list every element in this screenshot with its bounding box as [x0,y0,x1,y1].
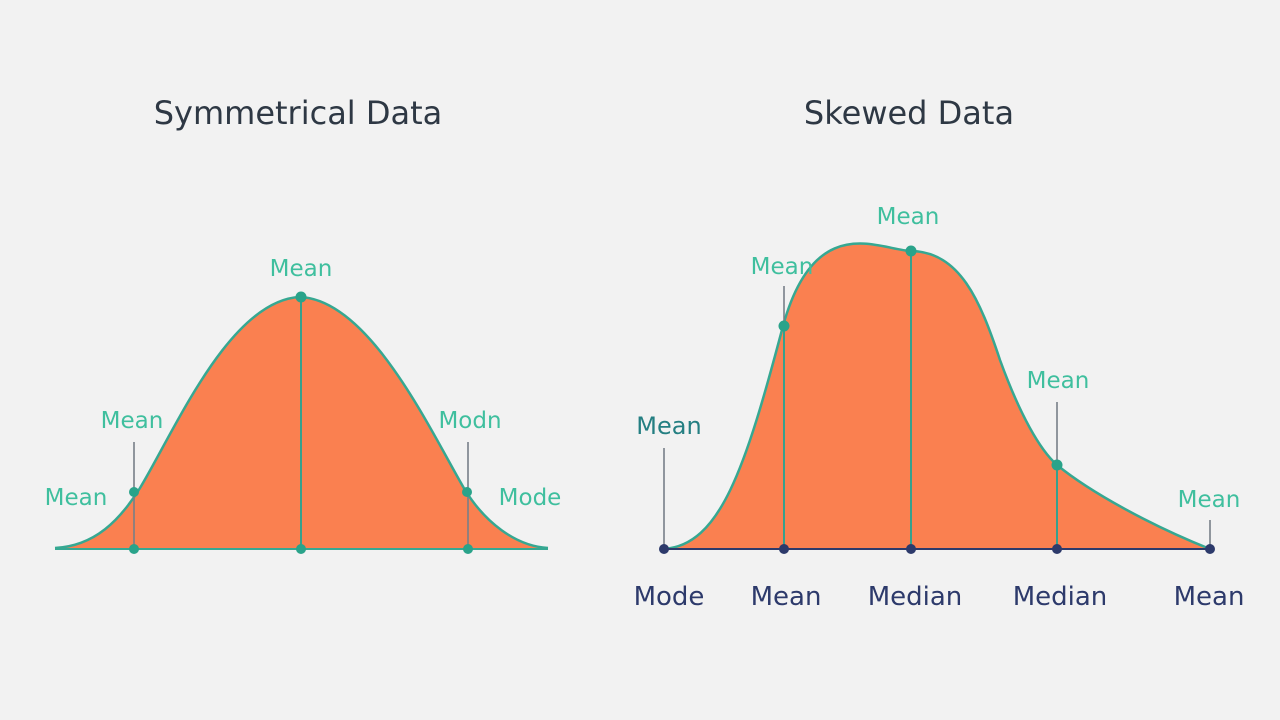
skewed-rise-label: Mean [751,254,814,280]
skewed-axis-label-4: Median [1013,582,1108,612]
skewed-base-dot-2 [779,544,789,554]
symmetrical-peak-dot [295,291,307,303]
symmetrical-title: Symmetrical Data [154,94,443,132]
skewed-end-label: Mean [1178,487,1241,513]
skewed-base-left-label: Mean [636,412,701,440]
skewed-axis-label-2: Mean [751,582,822,612]
symmetrical-left-upper-label: Mean [101,408,164,434]
symmetrical-left-lower-label: Mean [45,485,108,511]
symmetrical-left-base-dot [129,544,139,554]
skewed-axis-label-3: Median [868,582,963,612]
skewed-base-dot-5 [1205,544,1215,554]
skewed-base-dot-4 [1052,544,1062,554]
skewed-peak-label: Mean [877,204,940,230]
symmetrical-center-base-dot [296,544,306,554]
skewed-curve-line [663,242,1211,551]
skewed-axis-label-5: Mean [1174,582,1245,612]
symmetrical-top-label: Mean [270,256,333,282]
skewed-axis-label-1: Mode [634,582,705,612]
skewed-title: Skewed Data [804,94,1014,132]
skewed-panel: Skewed Data Mean Mean Mean Mean Mean Mod… [634,94,1245,612]
skewed-rise-dot [778,320,790,332]
symmetrical-right-upper-label: Modn [438,408,501,434]
symmetrical-panel: Symmetrical Data Mean Mean Mean Modn Mod… [45,94,562,554]
skewed-base-dot-3 [906,544,916,554]
symmetrical-right-curve-dot [462,487,472,497]
symmetrical-right-base-dot [463,544,473,554]
skewed-tail-label: Mean [1027,368,1090,394]
skewed-peak-dot [905,245,917,257]
skewed-curve-area [664,243,1210,549]
symmetrical-left-curve-dot [129,487,139,497]
skewed-base-dot-1 [659,544,669,554]
skewed-tail-dot [1051,459,1063,471]
symmetrical-right-lower-label: Mode [499,485,562,511]
